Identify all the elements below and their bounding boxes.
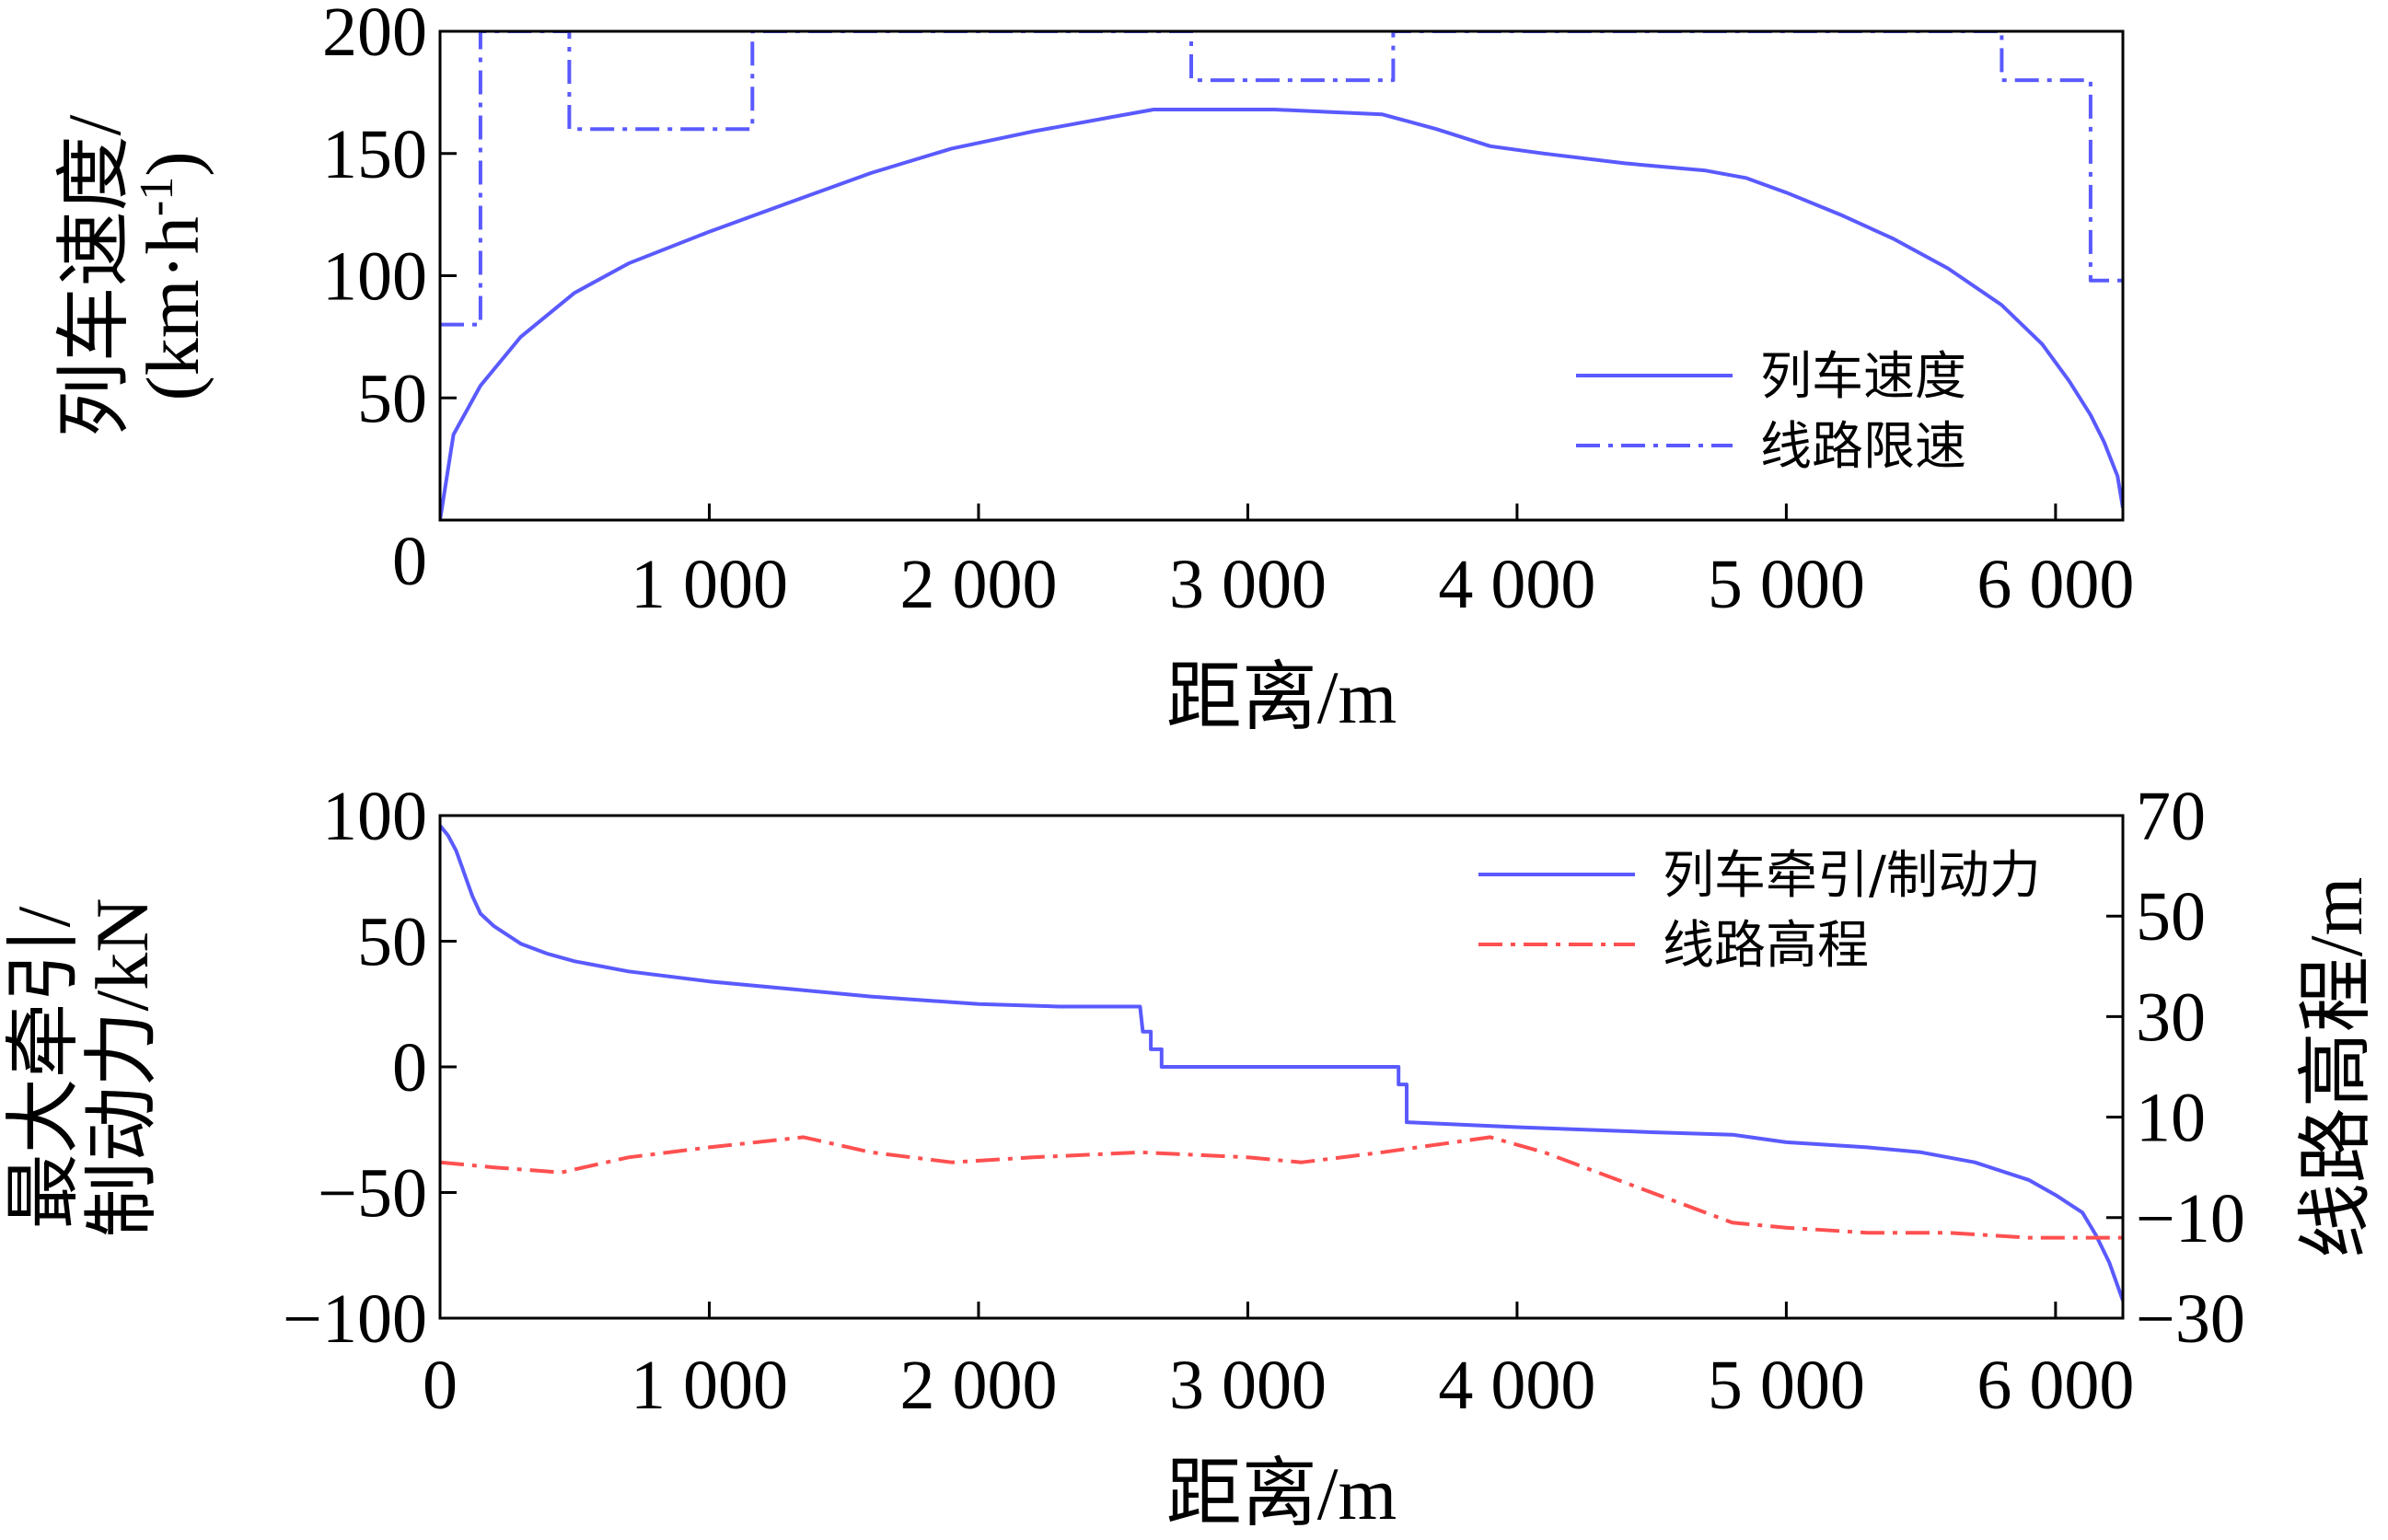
y-axis-title-close: ) [131,151,214,176]
y-axis-title-line-1: 列车速度/ [52,114,136,437]
legend-label-1: 线路限速 [1760,417,1966,477]
y-tick-label: 50 [357,904,427,981]
y-axis-title: 最大牵引/制动力/kN [2,897,164,1237]
y-tick-label: 0 [392,1029,427,1106]
y-axis-title-line-2: 制动力/kN [80,897,164,1237]
y-axis-title-exponent: -1 [131,177,183,216]
series-line-1 [440,31,2123,327]
x-tick-label: 6 000 [1976,1347,2134,1424]
x-tick-label: 5 000 [1708,546,1865,623]
y-tick-label: 50 [357,360,427,437]
x-axis-title: 距离/m [1166,1452,1397,1535]
speed-chart: 1 000 2 000 3 000 4 000 5 000 6 000 0 50 100 150 2… [52,0,2134,739]
x-tick-label: 3 000 [1169,1347,1327,1424]
x-tick-label: 1 000 [631,546,788,623]
y-tick-label: 150 [322,116,427,193]
y-tick-label: 200 [322,0,427,71]
x-tick-label: 3 000 [1169,546,1327,623]
x-tick-label: 2 000 [899,1347,1057,1424]
y-tick-label: −100 [283,1280,427,1358]
y-axis-title-line-2: (km·h [131,216,214,400]
x-tick-label: 2 000 [899,546,1057,623]
y2-tick-label: 10 [2136,1080,2206,1157]
x-tick-label: 4 000 [1438,1347,1595,1424]
x-tick-label: 0 [423,1347,458,1424]
x-axis-title: 距离/m [1166,655,1397,739]
y-axis-title-line-1: 最大牵引/ [2,906,86,1229]
y2-tick-label: 50 [2136,878,2206,955]
legend-label-1: 线路高程 [1663,916,1869,976]
y2-tick-label: −30 [2136,1280,2245,1358]
x-tick-label: 5 000 [1708,1347,1865,1424]
y2-axis-title: 线路高程/m [2294,877,2378,1259]
legend-label-0: 列车牵引/制动力 [1663,846,2041,906]
y2-tick-label: −10 [2136,1180,2245,1257]
series-line-0 [440,824,2123,1302]
x-tick-label: 1 000 [631,1347,788,1424]
y-tick-label: 0 [392,523,427,600]
y2-tick-label: 70 [2136,778,2206,855]
y-tick-label: 100 [322,778,427,855]
series-line-0 [440,108,2123,520]
y-axis-title: 列车速度/(km·h-1) [52,114,214,437]
x-tick-label: 6 000 [1976,546,2134,623]
x-tick-label: 4 000 [1438,546,1595,623]
y-tick-label: −50 [318,1155,427,1233]
force-elevation-chart: 0 1 000 2 000 3 000 4 000 5 000 6 000 −100 −50 0 5… [2,778,2378,1535]
y-tick-label: 100 [322,238,427,316]
y2-tick-label: 30 [2136,978,2206,1056]
series-line-1 [440,1135,2123,1240]
legend-label-0: 列车速度 [1760,347,1966,407]
